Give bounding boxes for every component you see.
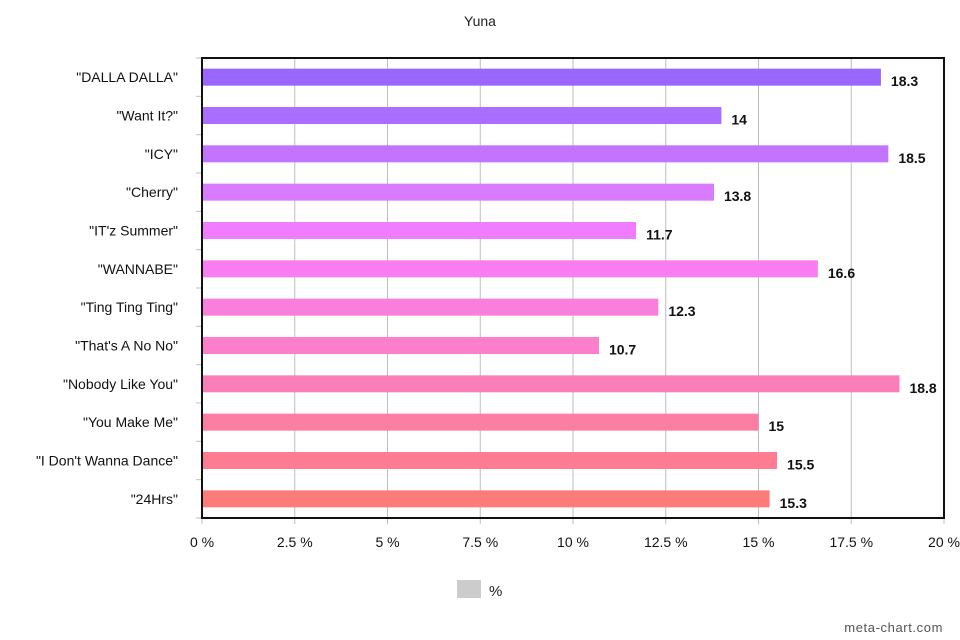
chart-title: Yuna [464, 13, 496, 29]
legend-swatch [457, 580, 481, 598]
bar [202, 490, 770, 508]
x-tick-label: 15 % [743, 534, 775, 550]
category-label: "Want It?" [116, 108, 178, 124]
bar [202, 183, 714, 201]
value-label: 14 [731, 112, 747, 128]
category-label: "IT'z Summer" [89, 223, 178, 239]
value-label: 18.3 [891, 73, 918, 89]
category-label: "DALLA DALLA" [76, 69, 178, 85]
value-label: 18.5 [898, 150, 925, 166]
category-label: "Cherry" [126, 184, 178, 200]
x-tick-label: 20 % [928, 534, 960, 550]
bar [202, 452, 778, 469]
value-label: 15.3 [780, 495, 807, 511]
plot-area-frame [201, 57, 945, 519]
x-tick-label: 17.5 % [829, 534, 873, 550]
value-label: 11.7 [646, 227, 673, 243]
bar [202, 145, 889, 163]
x-tick-label: 7.5 % [462, 534, 498, 550]
value-label: 16.6 [828, 265, 855, 281]
category-label: "I Don't Wanna Dance" [36, 453, 178, 469]
bar [202, 413, 759, 431]
bar [202, 68, 881, 86]
bar [202, 298, 659, 316]
category-label: "That's A No No" [75, 338, 178, 354]
category-label: "WANNABE" [98, 261, 178, 277]
category-label: "You Make Me" [83, 414, 178, 430]
watermark: meta-chart.com [844, 620, 943, 635]
legend: % [457, 580, 502, 600]
category-label: "Ting Ting Ting" [81, 299, 178, 315]
x-tick-label: 0 % [190, 534, 214, 550]
value-labels: 18.3 14 18.5 13.8 11.7 16.6 12.3 10.7 18.8 15 15.5… [609, 73, 937, 511]
value-label: 15.5 [787, 457, 814, 473]
value-label: 10.7 [609, 342, 636, 358]
value-label: 15 [769, 418, 785, 434]
legend-label: % [489, 583, 502, 600]
bar [202, 107, 722, 124]
x-tick-label: 5 % [375, 534, 399, 550]
category-label: "ICY" [145, 146, 178, 162]
x-tick-label: 10 % [557, 534, 589, 550]
category-label: "24Hrs" [131, 491, 178, 507]
value-label: 18.8 [909, 380, 936, 396]
bar [202, 222, 637, 239]
category-labels: "DALLA DALLA" "Want It?" "ICY" "Cherry" "IT'… [36, 69, 178, 507]
bar [202, 337, 599, 354]
bar [202, 260, 818, 278]
value-label: 12.3 [668, 303, 695, 319]
x-tick-label: 12.5 % [644, 534, 688, 550]
x-tick-label: 2.5 % [277, 534, 313, 550]
bars [202, 68, 900, 508]
x-axis-tick-labels: 0 % 2.5 % 5 % 7.5 % 10 % 12.5 % 15 % 17.5 % 20 % [190, 534, 960, 550]
bar [202, 375, 900, 393]
category-label: "Nobody Like You" [63, 376, 178, 392]
value-label: 13.8 [724, 188, 751, 204]
